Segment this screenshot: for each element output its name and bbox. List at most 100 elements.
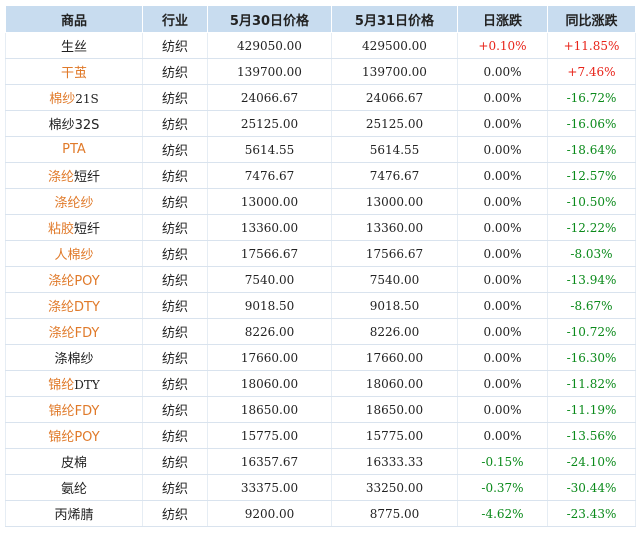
table-row: 棉纱32S 纺织 25125.00 25125.00 0.00% -16.06% xyxy=(5,110,636,137)
commodity-link[interactable]: 涤纶POY xyxy=(48,274,100,289)
daily-change-cell: -0.37% xyxy=(457,474,548,501)
table-row: 涤纶短纤 纺织 7476.67 7476.67 0.00% -12.57% xyxy=(5,162,636,189)
price-may30-cell: 25125.00 xyxy=(207,110,332,137)
daily-change-cell: 0.00% xyxy=(457,84,548,111)
table-row: 皮棉 纺织 16357.67 16333.33 -0.15% -24.10% xyxy=(5,448,636,475)
price-may30-cell: 24066.67 xyxy=(207,84,332,111)
yoy-change-cell: -12.22% xyxy=(547,214,636,241)
commodity-name-cell: 粘胶短纤 xyxy=(5,214,143,241)
price-may30-cell: 8226.00 xyxy=(207,318,332,345)
industry-cell: 纺织 xyxy=(142,500,208,527)
commodity-link[interactable]: 涤纶纱 xyxy=(54,196,94,211)
price-may30-cell: 7476.67 xyxy=(207,162,332,189)
table-row: 生丝 纺织 429050.00 429500.00 +0.10% +11.85% xyxy=(5,32,636,59)
industry-cell: 纺织 xyxy=(142,136,208,163)
table-body: 生丝 纺织 429050.00 429500.00 +0.10% +11.85% 干茧 纺织 1… xyxy=(5,32,636,527)
yoy-change-cell: -30.44% xyxy=(547,474,636,501)
industry-cell: 纺织 xyxy=(142,214,208,241)
yoy-change-cell: -11.19% xyxy=(547,396,636,423)
commodity-link[interactable]: 锦纶 xyxy=(48,378,75,393)
price-may31-cell: 8226.00 xyxy=(331,318,458,345)
header-daily-change: 日涨跌 xyxy=(457,5,548,33)
commodity-name-cell: 氨纶 xyxy=(5,474,143,501)
commodity-name-suffix: 21S xyxy=(75,92,99,106)
table-row: 棉纱21S 纺织 24066.67 24066.67 0.00% -16.72% xyxy=(5,84,636,111)
commodity-link[interactable]: PTA xyxy=(62,142,86,157)
commodity-link[interactable]: 人棉纱 xyxy=(54,248,94,263)
header-price-may31: 5月31日价格 xyxy=(331,5,458,33)
table-row: 丙烯腈 纺织 9200.00 8775.00 -4.62% -23.43% xyxy=(5,500,636,527)
price-may31-cell: 8775.00 xyxy=(331,500,458,527)
table-header-row: 商品 行业 5月30日价格 5月31日价格 日涨跌 同比涨跌 xyxy=(5,5,636,33)
commodity-link[interactable]: 涤纶FDY xyxy=(48,326,100,341)
price-may31-cell: 429500.00 xyxy=(331,32,458,59)
commodity-name: 涤棉纱 xyxy=(54,352,94,367)
yoy-change-cell: +11.85% xyxy=(547,32,636,59)
commodity-name-cell: 涤纶短纤 xyxy=(5,162,143,189)
commodity-link[interactable]: 涤纶 xyxy=(47,170,74,185)
yoy-change-cell: +7.46% xyxy=(547,58,636,85)
daily-change-cell: 0.00% xyxy=(457,188,548,215)
commodity-name: 氨纶 xyxy=(60,482,87,497)
table-row: 人棉纱 纺织 17566.67 17566.67 0.00% -8.03% xyxy=(5,240,636,267)
commodity-name-suffix: DTY xyxy=(74,378,100,392)
yoy-change-cell: -8.03% xyxy=(547,240,636,267)
table-row: 锦纶DTY 纺织 18060.00 18060.00 0.00% -11.82% xyxy=(5,370,636,397)
commodity-link[interactable]: 棉纱 xyxy=(49,92,76,107)
table-row: 锦纶FDY 纺织 18650.00 18650.00 0.00% -11.19% xyxy=(5,396,636,423)
table-row: 涤纶FDY 纺织 8226.00 8226.00 0.00% -10.72% xyxy=(5,318,636,345)
commodity-name-cell: 涤棉纱 xyxy=(5,344,143,371)
price-may31-cell: 16333.33 xyxy=(331,448,458,475)
yoy-change-cell: -16.72% xyxy=(547,84,636,111)
commodity-name-cell: 锦纶FDY xyxy=(5,396,143,423)
commodity-name-cell: 锦纶POY xyxy=(5,422,143,449)
price-may30-cell: 15775.00 xyxy=(207,422,332,449)
commodity-name-cell: 涤纶FDY xyxy=(5,318,143,345)
price-may30-cell: 429050.00 xyxy=(207,32,332,59)
table-row: 涤棉纱 纺织 17660.00 17660.00 0.00% -16.30% xyxy=(5,344,636,371)
header-price-may30: 5月30日价格 xyxy=(207,5,332,33)
daily-change-cell: 0.00% xyxy=(457,162,548,189)
commodity-name-cell: PTA xyxy=(5,136,143,163)
commodity-link[interactable]: 涤纶DTY xyxy=(48,300,100,315)
price-may31-cell: 25125.00 xyxy=(331,110,458,137)
price-may30-cell: 7540.00 xyxy=(207,266,332,293)
yoy-change-cell: -10.50% xyxy=(547,188,636,215)
price-may30-cell: 139700.00 xyxy=(207,58,332,85)
daily-change-cell: 0.00% xyxy=(457,370,548,397)
commodity-name-suffix: 短纤 xyxy=(74,170,101,185)
yoy-change-cell: -24.10% xyxy=(547,448,636,475)
price-may31-cell: 7540.00 xyxy=(331,266,458,293)
yoy-change-cell: -18.64% xyxy=(547,136,636,163)
daily-change-cell: 0.00% xyxy=(457,58,548,85)
commodity-name-cell: 涤纶POY xyxy=(5,266,143,293)
commodity-link[interactable]: 锦纶POY xyxy=(48,430,100,445)
price-may31-cell: 9018.50 xyxy=(331,292,458,319)
daily-change-cell: -4.62% xyxy=(457,500,548,527)
yoy-change-cell: -23.43% xyxy=(547,500,636,527)
commodity-name-cell: 生丝 xyxy=(5,32,143,59)
table-row: 干茧 纺织 139700.00 139700.00 0.00% +7.46% xyxy=(5,58,636,85)
daily-change-cell: 0.00% xyxy=(457,240,548,267)
yoy-change-cell: -13.56% xyxy=(547,422,636,449)
commodity-name-cell: 皮棉 xyxy=(5,448,143,475)
industry-cell: 纺织 xyxy=(142,474,208,501)
commodity-name-cell: 涤纶纱 xyxy=(5,188,143,215)
yoy-change-cell: -12.57% xyxy=(547,162,636,189)
industry-cell: 纺织 xyxy=(142,32,208,59)
commodity-link[interactable]: 锦纶FDY xyxy=(48,404,100,419)
daily-change-cell: 0.00% xyxy=(457,136,548,163)
industry-cell: 纺织 xyxy=(142,84,208,111)
daily-change-cell: 0.00% xyxy=(457,396,548,423)
commodity-link[interactable]: 粘胶 xyxy=(47,222,74,237)
yoy-change-cell: -10.72% xyxy=(547,318,636,345)
commodity-name-cell: 锦纶DTY xyxy=(5,370,143,397)
industry-cell: 纺织 xyxy=(142,58,208,85)
commodity-name-cell: 丙烯腈 xyxy=(5,500,143,527)
commodity-name: 生丝 xyxy=(60,40,87,55)
table-row: 涤纶POY 纺织 7540.00 7540.00 0.00% -13.94% xyxy=(5,266,636,293)
commodity-link[interactable]: 干茧 xyxy=(60,66,87,81)
price-may31-cell: 5614.55 xyxy=(331,136,458,163)
header-yoy-change: 同比涨跌 xyxy=(547,5,636,33)
price-may30-cell: 17660.00 xyxy=(207,344,332,371)
